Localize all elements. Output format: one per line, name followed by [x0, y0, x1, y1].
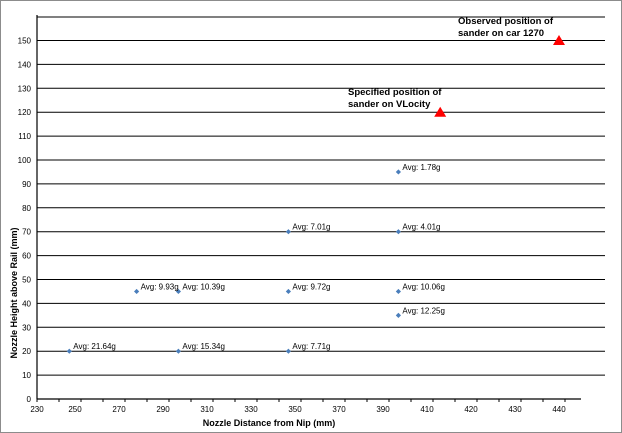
y-axis-title: Nozzle Height above Rail (mm)	[9, 227, 19, 358]
data-point-6	[285, 348, 291, 354]
y-tick-130: 130	[18, 84, 32, 93]
sander-annotation-1: Observed position of sander on car 1270	[458, 16, 554, 39]
sander-annotation-line: sander on car 1270	[458, 28, 544, 39]
y-tick-50: 50	[22, 276, 31, 285]
data-point-9	[395, 288, 401, 295]
sander-annotation-line: Observed position of	[458, 16, 554, 27]
y-tick-labels: 0 10 20 30 40 50 60 70 80 90 100 110 120 130 140 150	[18, 37, 32, 405]
y-tick-30: 30	[22, 323, 31, 332]
x-tick-410: 410	[420, 405, 434, 414]
data-label-0: Avg: 21.64g	[73, 342, 116, 351]
x-tick-350: 350	[288, 405, 302, 414]
data-point-0	[66, 348, 72, 354]
data-point-4	[285, 229, 291, 235]
y-tick-80: 80	[22, 204, 31, 213]
y-tick-0: 0	[27, 395, 32, 404]
data-label-7: Avg: 1.78g	[402, 163, 440, 172]
y-tick-110: 110	[18, 132, 31, 141]
x-tick-390: 390	[376, 405, 390, 414]
data-label-3: Avg: 15.34g	[182, 342, 225, 351]
x-tick-270: 270	[112, 405, 126, 414]
x-tick-440: 440	[552, 405, 566, 414]
sander-annotation-line: sander on VLocity	[348, 99, 431, 110]
data-label-6: Avg: 7.71g	[292, 342, 330, 351]
data-label-8: Avg: 4.01g	[402, 223, 440, 232]
x-tick-250: 250	[68, 405, 82, 414]
data-point-7	[395, 169, 401, 175]
data-point-8	[395, 229, 401, 235]
y-tick-10: 10	[22, 371, 31, 380]
data-point-1	[134, 288, 140, 295]
data-point-10	[395, 312, 401, 318]
y-tick-140: 140	[18, 60, 32, 69]
data-point-3	[175, 348, 181, 354]
gridlines	[37, 16, 605, 376]
sander-annotation-line: Specified position of	[348, 87, 442, 98]
axes	[36, 15, 581, 402]
x-tick-290: 290	[156, 405, 170, 414]
sander-marker-0	[434, 106, 447, 117]
y-tick-100: 100	[18, 156, 32, 165]
data-point-5	[285, 288, 291, 295]
x-tick-labels: 230 250 270 290 310 330 350 370 390 410 420 430 440	[30, 405, 566, 414]
y-tick-150: 150	[18, 37, 32, 46]
data-point-2	[175, 288, 181, 295]
sander-marker-1	[553, 35, 565, 45]
data-label-1: Avg: 9.93g	[141, 282, 179, 291]
data-label-5: Avg: 9.72g	[292, 282, 330, 291]
y-tick-90: 90	[22, 180, 31, 189]
y-tick-60: 60	[22, 252, 31, 261]
data-label-2: Avg: 10.39g	[182, 282, 225, 291]
x-tick-430: 430	[508, 405, 522, 414]
y-tick-70: 70	[22, 228, 31, 237]
sander-annotation-0: Specified position of sander on VLocity	[348, 87, 442, 110]
y-tick-120: 120	[18, 108, 32, 117]
data-label-9: Avg: 10.06g	[402, 282, 445, 291]
data-label-4: Avg: 7.01g	[292, 223, 330, 232]
x-tick-230: 230	[30, 405, 44, 414]
x-tick-310: 310	[200, 405, 214, 414]
x-axis-title: Nozzle Distance from Nip (mm)	[203, 418, 336, 428]
data-label-10: Avg: 12.25g	[402, 306, 445, 315]
y-tick-40: 40	[22, 299, 31, 308]
data-labels: Avg: 21.64g Avg: 9.93g Avg: 10.39g Avg: 15.…	[73, 16, 554, 351]
x-tick-330: 330	[244, 405, 258, 414]
x-tick-370: 370	[332, 405, 346, 414]
y-tick-20: 20	[22, 347, 31, 356]
x-tick-420: 420	[464, 405, 478, 414]
data-points	[66, 35, 565, 354]
